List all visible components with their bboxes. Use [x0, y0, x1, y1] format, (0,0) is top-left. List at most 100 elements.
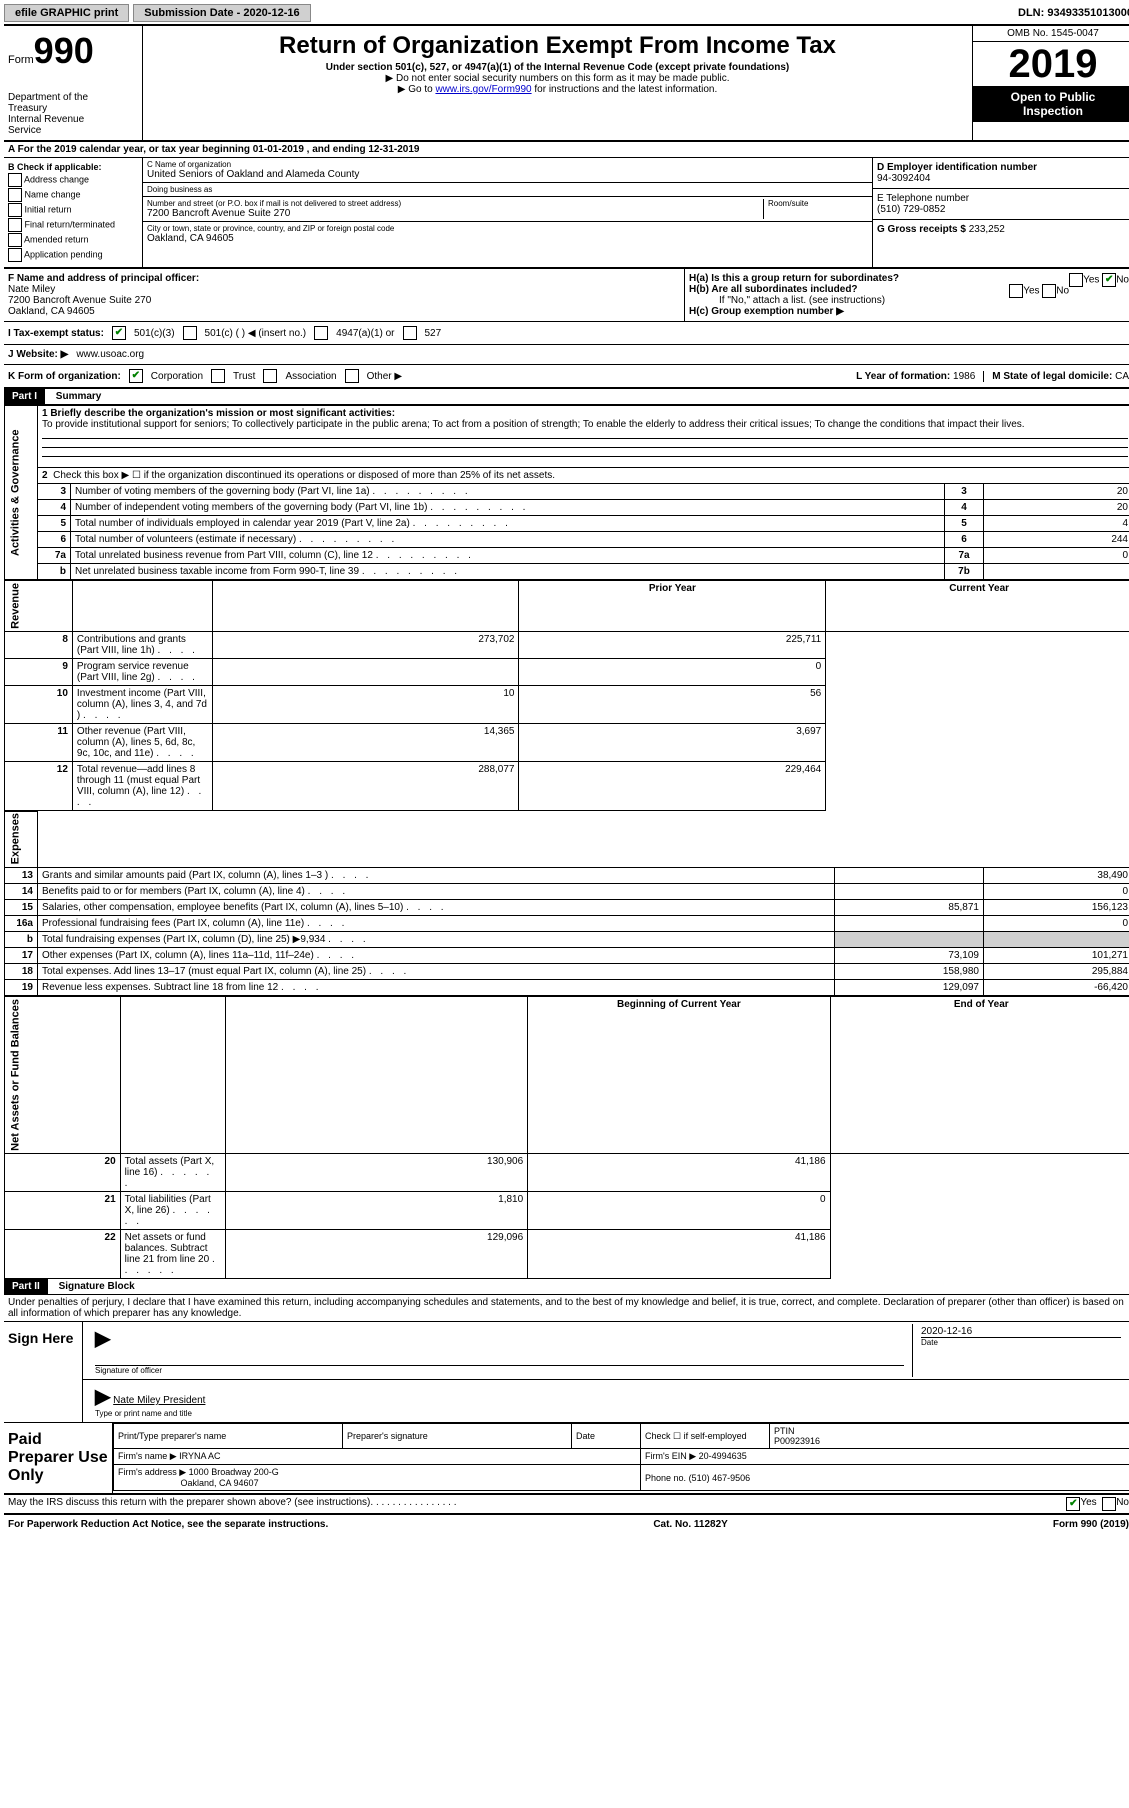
ag-box: 6: [945, 532, 984, 548]
opt-assoc: Association: [285, 371, 336, 382]
hdr-beg: Beginning of Current Year: [528, 997, 830, 1154]
chk-final-return[interactable]: Final return/terminated: [8, 218, 138, 232]
firm-addr2: Oakland, CA 94607: [181, 1478, 259, 1488]
exp-curr: 38,490: [984, 868, 1129, 884]
addr-label: Number and street (or P.O. box if mail i…: [147, 199, 763, 208]
chk-address-change[interactable]: Address change: [8, 173, 138, 187]
chk-initial-return[interactable]: Initial return: [8, 203, 138, 217]
part2-badge: Part II: [4, 1279, 48, 1294]
chk-trust[interactable]: [211, 369, 225, 383]
entity-info: B Check if applicable: Address change Na…: [4, 158, 1129, 269]
na-curr: 41,186: [528, 1154, 830, 1192]
efile-print-button[interactable]: efile GRAPHIC print: [4, 4, 129, 22]
expenses-table: Expenses 13Grants and similar amounts pa…: [4, 811, 1129, 996]
rev-num: 9: [5, 658, 73, 685]
col-b-checkboxes: B Check if applicable: Address change Na…: [4, 158, 143, 267]
officer-label: F Name and address of principal officer:: [8, 273, 680, 284]
ag-box: 3: [945, 484, 984, 500]
ha-yes-check[interactable]: [1069, 273, 1083, 287]
chk-amended-return[interactable]: Amended return: [8, 233, 138, 247]
form-num: 990: [34, 30, 94, 71]
firm-phone-label: Phone no.: [645, 1473, 686, 1483]
exp-prior: 85,871: [835, 900, 984, 916]
footer: For Paperwork Reduction Act Notice, see …: [4, 1515, 1129, 1534]
na-prior: 1,810: [225, 1192, 527, 1230]
gross-label: G Gross receipts $: [877, 224, 966, 235]
submission-date-button[interactable]: Submission Date - 2020-12-16: [133, 4, 310, 22]
chk-527[interactable]: [403, 326, 417, 340]
addr-value: 7200 Bancroft Avenue Suite 270: [147, 208, 763, 219]
chk-corp[interactable]: [129, 369, 143, 383]
exp-desc: Total fundraising expenses (Part IX, col…: [38, 932, 835, 948]
exp-prior: 129,097: [835, 980, 984, 996]
exp-num: 16a: [5, 916, 38, 932]
na-desc: Total assets (Part X, line 16) . . . . .…: [120, 1154, 225, 1192]
ha-no-check[interactable]: [1102, 273, 1116, 287]
ein-value: 94-3092404: [877, 173, 1129, 184]
phone-label: E Telephone number: [877, 193, 1129, 204]
exp-num: 17: [5, 948, 38, 964]
m-value: CA: [1115, 371, 1129, 382]
ag-desc: Number of independent voting members of …: [71, 500, 945, 516]
part1-header: Part I Summary: [4, 389, 1129, 405]
officer-addr1: 7200 Bancroft Avenue Suite 270: [8, 295, 680, 306]
ag-val: [984, 564, 1129, 580]
discuss-yes-check[interactable]: [1066, 1497, 1080, 1511]
chk-label: Amended return: [24, 234, 89, 244]
ag-table: Activities & Governance1 Briefly describ…: [4, 405, 1129, 580]
chk-other[interactable]: [345, 369, 359, 383]
opt-corp: Corporation: [151, 371, 203, 382]
form-word: Form: [8, 54, 34, 66]
sign-here-block: Sign Here ▶ Signature of officer 2020-12…: [4, 1322, 1129, 1423]
rev-curr: 225,711: [519, 631, 826, 658]
org-name: United Seniors of Oakland and Alameda Co…: [147, 169, 868, 180]
ag-desc: Total unrelated business revenue from Pa…: [71, 548, 945, 564]
form-header: Form990 Department of the Treasury Inter…: [4, 26, 1129, 142]
dept-line2: Treasury: [8, 103, 138, 114]
ag-num: b: [38, 564, 71, 580]
chk-501c[interactable]: [183, 326, 197, 340]
year-end: 12-31-2019: [368, 144, 419, 155]
goto-post: for instructions and the latest informat…: [532, 84, 718, 95]
goto-note: ▶ Go to www.irs.gov/Form990 for instruct…: [151, 84, 964, 95]
rev-num: 8: [5, 631, 73, 658]
hb-yes-check[interactable]: [1009, 284, 1023, 298]
ag-num: 6: [38, 532, 71, 548]
chk-501c3[interactable]: [112, 326, 126, 340]
prep-date-label: Date: [572, 1424, 641, 1449]
rev-prior: 14,365: [212, 723, 519, 761]
website-value: www.usoac.org: [76, 349, 144, 360]
tax-status-label: I Tax-exempt status:: [8, 328, 104, 339]
irs-link[interactable]: www.irs.gov/Form990: [435, 84, 531, 95]
discuss-no: No: [1116, 1497, 1129, 1511]
exp-desc: Revenue less expenses. Subtract line 18 …: [38, 980, 835, 996]
row-f-h: F Name and address of principal officer:…: [4, 269, 1129, 322]
submission-date-label: Submission Date: [144, 7, 233, 19]
rev-num: 11: [5, 723, 73, 761]
col-de: D Employer identification number 94-3092…: [873, 158, 1129, 267]
exp-curr: 101,271: [984, 948, 1129, 964]
chk-app-pending[interactable]: Application pending: [8, 248, 138, 262]
chk-4947[interactable]: [314, 326, 328, 340]
netassets-table: Net Assets or Fund Balances Beginning of…: [4, 996, 1129, 1279]
dept-line1: Department of the: [8, 92, 138, 103]
tax-status-row: I Tax-exempt status: 501(c)(3) 501(c) ( …: [4, 322, 1129, 345]
na-num: 22: [5, 1230, 121, 1279]
hb-no-check[interactable]: [1042, 284, 1056, 298]
chk-assoc[interactable]: [263, 369, 277, 383]
discuss-no-check[interactable]: [1102, 1497, 1116, 1511]
goto-pre: ▶ Go to: [398, 84, 436, 95]
part2-title: Signature Block: [51, 1281, 135, 1292]
org-name-label: C Name of organization: [147, 160, 868, 169]
ag-desc: Total number of volunteers (estimate if …: [71, 532, 945, 548]
rev-num: 10: [5, 685, 73, 723]
k-row: K Form of organization: Corporation Trus…: [4, 365, 1129, 389]
open-inspection: Open to Public Inspection: [973, 86, 1129, 122]
chk-name-change[interactable]: Name change: [8, 188, 138, 202]
firm-ein-label: Firm's EIN ▶: [645, 1451, 696, 1461]
rev-desc: Total revenue—add lines 8 through 11 (mu…: [72, 761, 212, 810]
part1-badge: Part I: [4, 389, 45, 404]
ag-val: 244: [984, 532, 1129, 548]
opt-527: 527: [425, 328, 442, 339]
paperwork-note: For Paperwork Reduction Act Notice, see …: [8, 1519, 328, 1530]
